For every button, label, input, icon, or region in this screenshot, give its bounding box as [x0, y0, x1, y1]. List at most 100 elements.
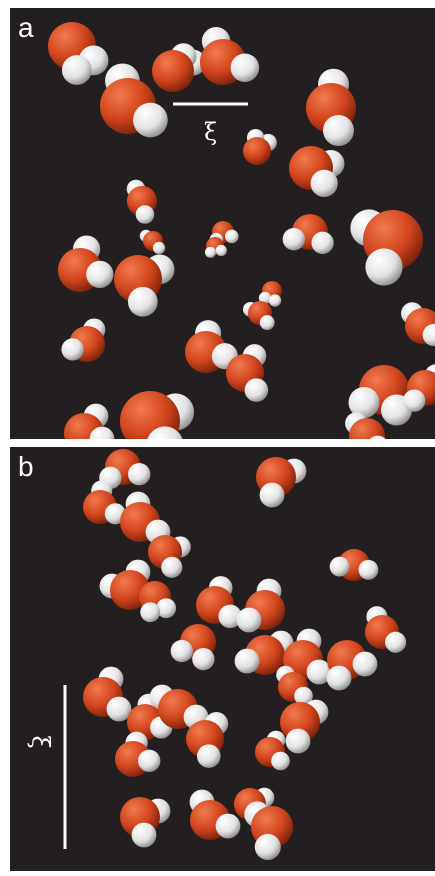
molecule-canvas-a — [48, 22, 435, 439]
hydrogen-atom — [306, 659, 332, 685]
panel-label-a: a — [18, 12, 34, 43]
hydrogen-atom — [294, 686, 313, 706]
hydrogen-atom — [326, 665, 352, 691]
hydrogen-atom — [127, 286, 158, 317]
hydrogen-atom — [268, 294, 282, 307]
water-molecule — [64, 403, 115, 439]
water-molecule — [148, 535, 191, 578]
hydrogen-atom — [224, 229, 239, 244]
water-molecule — [48, 22, 109, 85]
hydrogen-atom — [215, 244, 227, 257]
water-molecule — [280, 699, 329, 754]
water-molecule — [306, 68, 356, 146]
water-molecule — [196, 576, 242, 629]
water-molecule — [329, 549, 379, 581]
water-molecule — [350, 209, 423, 286]
panel-a: a ξ — [10, 8, 435, 439]
water-molecule — [244, 801, 293, 860]
oxygen-atom — [152, 50, 194, 92]
water-molecule — [139, 229, 166, 255]
hydrogen-atom — [422, 323, 435, 347]
hydrogen-atom — [138, 749, 161, 772]
hydrogen-atom — [161, 556, 183, 578]
hydrogen-atom — [140, 602, 161, 623]
water-molecule — [100, 63, 168, 138]
water-molecule — [186, 712, 229, 768]
oxygen-atom — [349, 418, 385, 439]
hydrogen-atom — [244, 378, 269, 402]
water-molecule — [326, 640, 378, 691]
hydrogen-atom — [282, 228, 305, 251]
hydrogen-atom — [135, 205, 155, 224]
water-molecule — [242, 301, 275, 331]
panel-b: b ξ — [10, 447, 435, 871]
water-molecule — [226, 344, 269, 402]
water-molecule — [255, 730, 290, 771]
hydrogen-atom — [61, 338, 84, 361]
water-molecule — [152, 43, 206, 92]
hydrogen-atom — [156, 598, 177, 619]
hydrogen-atom — [311, 231, 334, 254]
hydrogen-atom — [285, 728, 311, 754]
panel-label-b: b — [18, 451, 34, 482]
scale-label-b: ξ — [26, 735, 55, 749]
water-molecule — [83, 480, 126, 525]
hydrogen-atom — [234, 648, 260, 674]
hydrogen-atom — [192, 647, 215, 671]
oxygen-atom — [243, 137, 271, 165]
water-molecule — [189, 789, 241, 840]
water-molecule — [258, 281, 282, 307]
hydrogen-atom — [197, 744, 221, 768]
hydrogen-atom — [258, 291, 272, 305]
hydrogen-atom — [86, 260, 114, 289]
hydrogen-atom — [348, 387, 380, 418]
water-molecule — [99, 449, 151, 489]
hydrogen-atom — [131, 822, 157, 848]
hydrogen-atom — [218, 604, 242, 629]
hydrogen-atom — [133, 102, 168, 138]
hydrogen-atom — [204, 246, 217, 258]
hydrogen-atom — [323, 115, 354, 146]
water-molecule — [126, 179, 157, 224]
molecule-canvas-b — [63, 449, 407, 860]
hydrogen-atom — [403, 389, 426, 412]
water-molecule — [345, 412, 386, 439]
hydrogen-atom — [352, 651, 378, 677]
hydrogen-atom — [170, 639, 193, 663]
water-molecule — [115, 731, 161, 777]
water-molecule — [170, 624, 216, 671]
hydrogen-atom — [259, 482, 285, 508]
water-molecule — [58, 235, 114, 292]
water-molecule — [403, 364, 435, 412]
water-molecule — [276, 665, 313, 706]
water-molecule — [283, 628, 332, 685]
hydrogen-atom — [106, 696, 132, 722]
water-molecule — [61, 318, 106, 362]
water-molecule — [289, 146, 345, 198]
water-molecule — [200, 27, 260, 85]
hydrogen-atom — [89, 426, 115, 439]
hydrogen-atom — [236, 607, 262, 633]
water-molecule — [282, 214, 334, 254]
hydrogen-atom — [271, 751, 290, 771]
hydrogen-atom — [358, 559, 379, 580]
water-molecule — [204, 237, 227, 258]
hydrogen-atom — [152, 241, 166, 255]
water-molecule — [114, 254, 175, 317]
water-molecule — [236, 578, 285, 633]
hydrogen-atom — [254, 833, 281, 860]
hydrogen-atom — [329, 556, 350, 577]
water-molecule — [120, 391, 195, 439]
water-molecule — [149, 684, 209, 730]
hydrogen-atom — [147, 426, 183, 439]
water-molecule — [120, 797, 171, 848]
water-molecule — [401, 302, 435, 347]
water-molecule — [243, 129, 277, 165]
water-molecule — [256, 457, 307, 508]
hydrogen-atom — [61, 55, 92, 85]
water-molecule — [83, 666, 132, 722]
hydrogen-atom — [310, 169, 338, 198]
hydrogen-atom — [385, 631, 407, 653]
water-molecule — [139, 581, 177, 623]
hydrogen-atom — [230, 53, 260, 83]
